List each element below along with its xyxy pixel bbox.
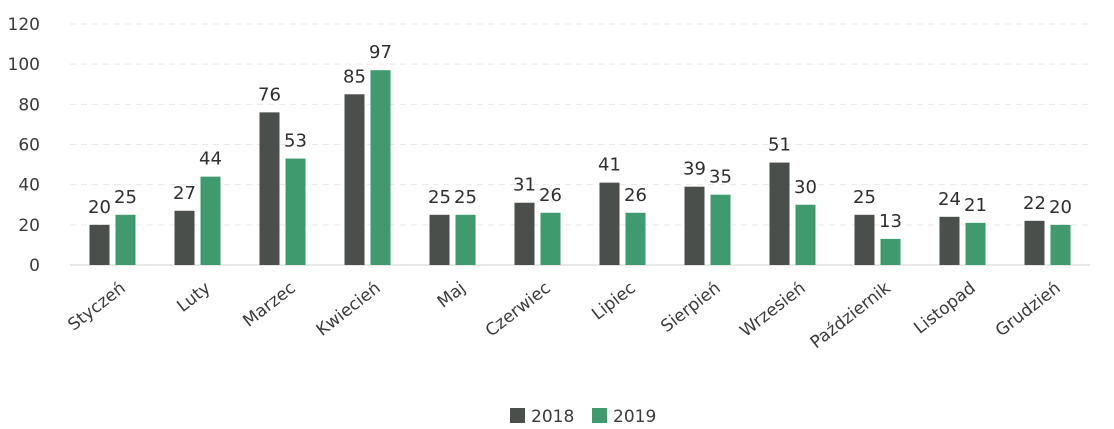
y-tick-label: 80 <box>18 95 40 115</box>
y-tick-label: 0 <box>29 256 40 276</box>
data-label: 97 <box>369 42 392 63</box>
bar-2019-Grudzień <box>1050 224 1071 265</box>
x-category-label: Sierpień <box>657 278 724 337</box>
y-tick-label: 60 <box>18 136 40 156</box>
x-category-label: Czerwiec <box>482 278 555 341</box>
x-category-label: Styczeń <box>64 278 129 335</box>
x-category-label: Październik <box>807 278 895 353</box>
bar-2019-Maj <box>455 214 476 265</box>
bar-2018-Marzec <box>259 112 280 265</box>
bar-2019-Marzec <box>285 158 306 265</box>
y-tick-label: 100 <box>8 55 40 75</box>
data-label: 41 <box>598 155 621 176</box>
bar-2018-Kwiecień <box>344 94 365 266</box>
data-label: 22 <box>1023 193 1046 214</box>
data-label: 26 <box>539 185 562 206</box>
x-category-label: Luty <box>173 278 214 316</box>
bar-2018-Sierpień <box>684 186 705 265</box>
bar-2019-Kwiecień <box>370 70 391 265</box>
data-label: 53 <box>284 131 307 152</box>
bar-2018-Lipiec <box>599 182 620 265</box>
data-label: 76 <box>258 84 281 105</box>
bar-2018-Styczeń <box>89 224 110 265</box>
bar-2019-Wrzesień <box>795 204 816 265</box>
data-label: 25 <box>114 187 137 208</box>
x-category-label: Lipiec <box>588 278 639 324</box>
bar-2018-Październik <box>854 214 875 265</box>
data-label: 20 <box>88 197 111 218</box>
bar-2018-Grudzień <box>1024 220 1045 265</box>
bar-2019-Czerwiec <box>540 212 561 265</box>
data-label: 25 <box>428 187 451 208</box>
y-tick-label: 120 <box>8 15 40 35</box>
data-label: 39 <box>683 159 706 180</box>
data-label: 51 <box>768 135 791 156</box>
data-label: 20 <box>1049 197 1072 218</box>
bar-2018-Luty <box>174 210 195 265</box>
bar-2018-Czerwiec <box>514 202 535 265</box>
bar-2019-Listopad <box>965 222 986 265</box>
legend-swatch-2019 <box>592 408 607 423</box>
data-label: 27 <box>173 183 196 204</box>
legend: 2018 2019 <box>510 407 656 427</box>
x-category-label: Grudzień <box>992 278 1065 341</box>
data-label: 35 <box>709 167 732 188</box>
legend-label: 2019 <box>613 407 656 427</box>
y-tick-label: 40 <box>18 176 40 196</box>
data-label: 44 <box>199 149 222 170</box>
bar-2019-Styczeń <box>115 214 136 265</box>
data-label: 25 <box>853 187 876 208</box>
x-category-label: Listopad <box>910 278 979 338</box>
bar-2018-Maj <box>429 214 450 265</box>
x-category-label: Kwiecień <box>313 278 385 340</box>
x-category-label: Maj <box>434 278 470 312</box>
x-category-label: Marzec <box>239 278 299 331</box>
bar-2018-Wrzesień <box>769 162 790 265</box>
data-label: 24 <box>938 189 961 210</box>
bar-2018-Listopad <box>939 216 960 265</box>
data-label: 25 <box>454 187 477 208</box>
data-label: 31 <box>513 175 536 196</box>
bar-2019-Październik <box>880 238 901 265</box>
data-label: 21 <box>964 195 987 216</box>
legend-swatch-2018 <box>510 408 525 423</box>
grid-lines <box>70 23 1090 226</box>
legend-label: 2018 <box>531 407 574 427</box>
data-label: 13 <box>879 211 902 232</box>
bar-2019-Sierpień <box>710 194 731 265</box>
bar-2019-Lipiec <box>625 212 646 265</box>
x-category-label: Wrzesień <box>736 278 809 341</box>
x-axis-category-labels: Styczeń Luty Marzec Kwiecień Maj Czerwiec Lipi… <box>64 278 1064 353</box>
bar-2019-Luty <box>200 176 221 265</box>
data-label: 30 <box>794 177 817 198</box>
bars <box>89 70 1071 266</box>
data-label: 85 <box>343 66 366 87</box>
y-tick-label: 20 <box>18 216 40 236</box>
y-axis-tick-labels: 0 20 40 60 80 100 120 <box>8 15 40 276</box>
data-label: 26 <box>624 185 647 206</box>
